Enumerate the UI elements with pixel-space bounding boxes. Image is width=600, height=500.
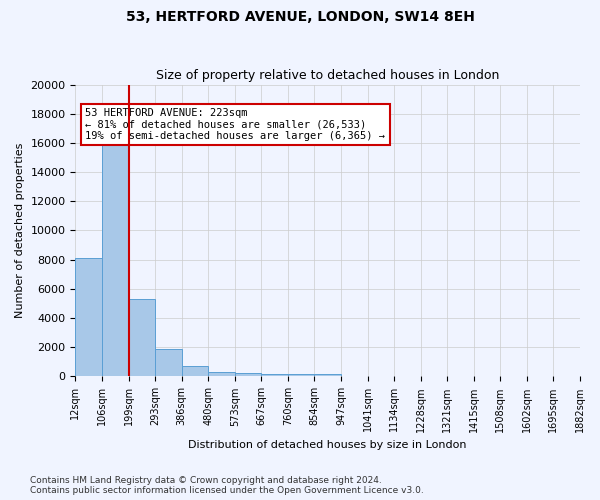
Bar xyxy=(314,374,341,376)
Bar xyxy=(235,373,262,376)
Y-axis label: Number of detached properties: Number of detached properties xyxy=(15,143,25,318)
Title: Size of property relative to detached houses in London: Size of property relative to detached ho… xyxy=(156,69,499,82)
Bar xyxy=(208,372,235,376)
Text: Contains HM Land Registry data © Crown copyright and database right 2024.
Contai: Contains HM Land Registry data © Crown c… xyxy=(30,476,424,495)
Bar xyxy=(102,136,128,376)
Bar xyxy=(128,299,155,376)
Bar xyxy=(76,258,102,376)
Text: 53, HERTFORD AVENUE, LONDON, SW14 8EH: 53, HERTFORD AVENUE, LONDON, SW14 8EH xyxy=(125,10,475,24)
Bar xyxy=(262,374,288,376)
Bar xyxy=(288,374,314,376)
Text: 53 HERTFORD AVENUE: 223sqm
← 81% of detached houses are smaller (26,533)
19% of : 53 HERTFORD AVENUE: 223sqm ← 81% of deta… xyxy=(85,108,385,141)
Bar xyxy=(182,366,208,376)
X-axis label: Distribution of detached houses by size in London: Distribution of detached houses by size … xyxy=(188,440,467,450)
Bar xyxy=(155,350,182,376)
